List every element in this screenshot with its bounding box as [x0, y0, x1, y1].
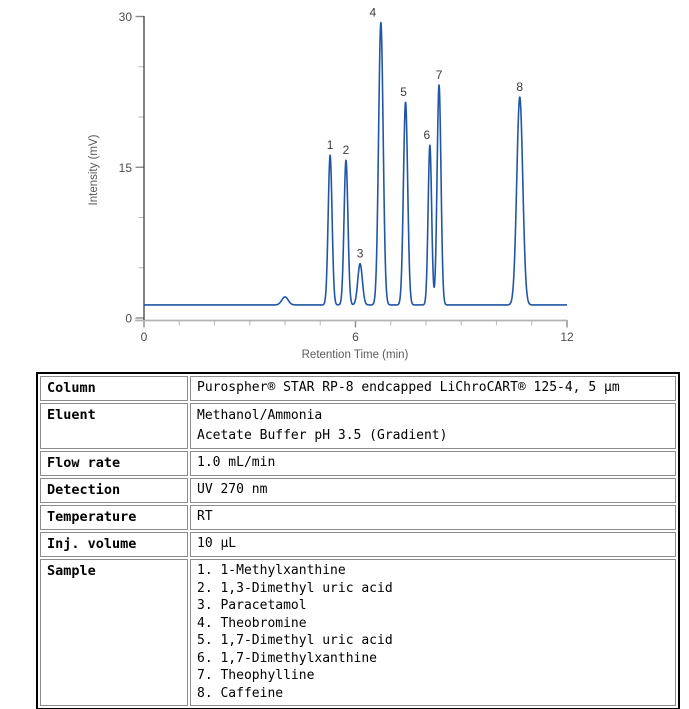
row-label-text: Eluent — [47, 407, 96, 423]
peak-label: 7 — [436, 68, 443, 82]
table-row-sample: Sample 1. 1-Methylxanthine 2. 1,3-Dimethyl… — [40, 559, 676, 706]
peak-label: 1 — [327, 138, 334, 152]
value-line: UV 270 nm — [197, 482, 268, 497]
row-label-inj-volume: Inj. volume — [40, 532, 188, 557]
y-tick-label: 15 — [119, 161, 133, 175]
x-tick-label: 6 — [352, 330, 359, 344]
row-value-detection: UV 270 nm — [190, 478, 676, 503]
chromatogram-trace — [143, 21, 568, 306]
value-line: RT — [197, 509, 213, 524]
y-tick-label: 30 — [119, 10, 133, 24]
x-axis-title: Retention Time (min) — [302, 349, 409, 361]
table-row-column: Column Purospher® STAR RP-8 endcapped LiC… — [40, 376, 676, 401]
chromatogram-chart: Intensity (mV) Retention Time (min) 0153… — [88, 6, 574, 361]
row-label-text: Temperature — [47, 509, 137, 525]
value-line: 5. 1,7-Dimethyl uric acid — [197, 633, 393, 648]
row-label-sample: Sample — [40, 559, 188, 706]
value-line: Acetate Buffer pH 3.5 (Gradient) — [197, 427, 448, 443]
peak-label: 4 — [370, 6, 377, 20]
row-label-text: Column — [47, 380, 96, 396]
row-label-column: Column — [40, 376, 188, 401]
conditions-table-container: Column Purospher® STAR RP-8 endcapped LiC… — [36, 372, 680, 709]
y-axis-title: Intensity (mV) — [88, 134, 100, 205]
row-value-eluent: Methanol/Ammonia Acetate Buffer pH 3.5 (G… — [190, 403, 676, 449]
row-value-sample: 1. 1-Methylxanthine 2. 1,3-Dimethyl uric … — [190, 559, 676, 706]
value-line: 6. 1,7-Dimethylxanthine — [197, 650, 378, 666]
table-row-temperature: Temperature RT — [40, 505, 676, 530]
peak-label: 3 — [357, 247, 364, 261]
x-tick-label: 0 — [141, 330, 148, 344]
row-label-text: Detection — [47, 482, 121, 498]
table-row-detection: Detection UV 270 nm — [40, 478, 676, 503]
row-label-text: Inj. volume — [47, 536, 137, 552]
value-line: 1. 1-Methylxanthine — [197, 563, 346, 578]
table-row-eluent: Eluent Methanol/Ammonia Acetate Buffer pH … — [40, 403, 676, 449]
x-tick-label: 12 — [560, 330, 574, 344]
row-value-temperature: RT — [190, 505, 676, 530]
peak-label: 8 — [516, 80, 523, 94]
value-line: 10 µL — [197, 536, 237, 551]
conditions-table: Column Purospher® STAR RP-8 endcapped LiC… — [36, 372, 680, 709]
row-label-temperature: Temperature — [40, 505, 188, 530]
table-row-inj-volume: Inj. volume 10 µL — [40, 532, 676, 557]
peak-label: 2 — [343, 143, 350, 157]
row-label-text: Sample — [47, 563, 96, 579]
row-label-detection: Detection — [40, 478, 188, 503]
row-label-eluent: Eluent — [40, 403, 188, 449]
value-line: 8. Caffeine — [197, 685, 284, 701]
peak-label: 5 — [400, 85, 407, 99]
value-line: 1.0 mL/min — [197, 455, 276, 470]
value-line: Purospher® STAR RP-8 endcapped LiChroCAR… — [197, 380, 620, 395]
value-line: 4. Theobromine — [197, 615, 307, 631]
row-value-inj-volume: 10 µL — [190, 532, 676, 557]
row-label-text: Flow rate — [47, 455, 121, 471]
value-line: 3. Paracetamol — [197, 598, 307, 613]
value-line: Methanol/Ammonia — [197, 408, 323, 423]
value-line: 2. 1,3-Dimethyl uric acid — [197, 580, 393, 596]
chart-plot-area: 0 15 30 0 6 12 1 2 3 4 5 6 7 8 — [119, 6, 574, 344]
row-label-flow-rate: Flow rate — [40, 451, 188, 476]
value-line: 7. Theophylline — [197, 668, 315, 683]
table-row-flow-rate: Flow rate 1.0 mL/min — [40, 451, 676, 476]
y-tick-label: 0 — [125, 312, 132, 326]
row-value-flow-rate: 1.0 mL/min — [190, 451, 676, 476]
peak-label: 6 — [424, 128, 431, 142]
row-value-column: Purospher® STAR RP-8 endcapped LiChroCAR… — [190, 376, 676, 401]
